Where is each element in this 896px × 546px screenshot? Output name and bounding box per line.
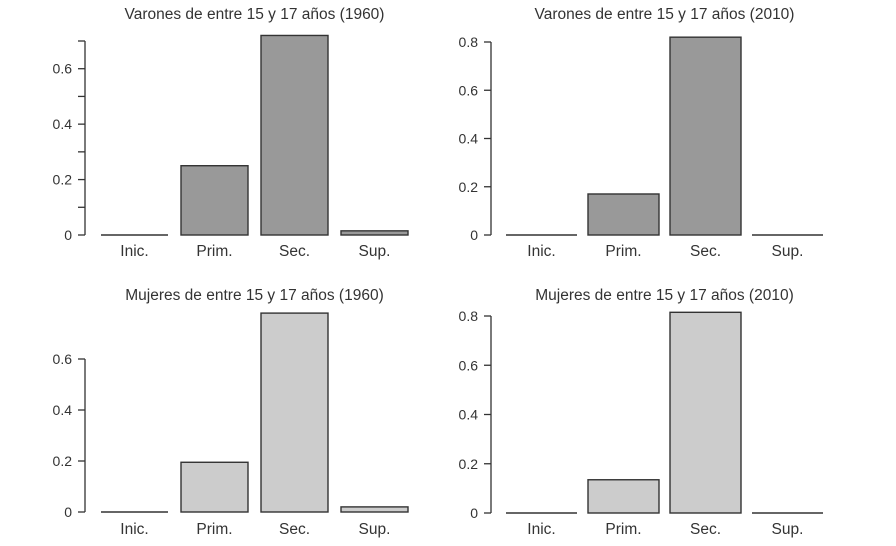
chart-mujeres-1960-plot: 0 0.2 0.4 0.6 Inic. Prim. Sec. Sup. — [53, 312, 409, 538]
category-label: Inic. — [527, 243, 555, 260]
y-tick-label: 0 — [64, 504, 72, 520]
bar-Prim — [587, 193, 660, 236]
y-tick-label: 0.2 — [53, 453, 73, 469]
y-tick-label: 0.8 — [459, 34, 479, 50]
y-tick-label: 0.6 — [53, 351, 73, 367]
y-tick-label: 0.4 — [53, 116, 73, 132]
category-label: Prim. — [196, 521, 232, 538]
y-tick-label: 0.8 — [459, 308, 479, 324]
chart-varones-2010: Varones de entre 15 y 17 años (2010) 0 0.… — [448, 0, 896, 273]
y-tick-label: 0.4 — [459, 131, 479, 147]
category-label: Sup. — [772, 521, 804, 538]
category-label: Sec. — [279, 521, 310, 538]
category-label: Sup. — [359, 521, 391, 538]
y-tick-label: 0.6 — [459, 82, 479, 98]
y-tick-label: 0.2 — [459, 179, 479, 195]
category-label: Sec. — [690, 243, 721, 260]
bar-Sec — [669, 311, 742, 514]
chart-mujeres-1960: Mujeres de entre 15 y 17 años (1960) 0 0.… — [0, 273, 448, 546]
y-tick-label: 0.2 — [459, 456, 479, 472]
bar-Prim — [180, 165, 249, 236]
y-tick-label: 0.6 — [53, 61, 73, 77]
category-label: Inic. — [120, 243, 148, 260]
chart-title: Mujeres de entre 15 y 17 años (2010) — [535, 287, 794, 304]
y-tick-label: 0 — [470, 505, 478, 521]
bar-Sec — [260, 34, 329, 236]
y-tick-label: 0.2 — [53, 172, 73, 188]
chart-varones-1960: Varones de entre 15 y 17 años (1960) 0 0.… — [0, 0, 448, 273]
bar-Sec — [669, 36, 742, 236]
chart-mujeres-2010-plot: 0 0.2 0.4 0.6 0.8 Inic. Prim. Sec. Sup. — [459, 308, 823, 538]
chart-varones-2010-plot: 0 0.2 0.4 0.6 0.8 Inic. Prim. Sec. Sup. — [459, 34, 823, 260]
bar-Sup — [340, 230, 409, 236]
y-tick-label: 0 — [470, 227, 478, 243]
category-label: Prim. — [605, 243, 641, 260]
chart-title: Varones de entre 15 y 17 años (2010) — [534, 6, 795, 23]
category-label: Sec. — [279, 243, 310, 260]
category-label: Sup. — [359, 243, 391, 260]
chart-title: Mujeres de entre 15 y 17 años (1960) — [125, 287, 384, 304]
category-label: Inic. — [527, 521, 555, 538]
chart-varones-1960-plot: 0 0.2 0.4 0.6 Inic. Prim. Sec. Sup. — [53, 34, 409, 260]
category-label: Sec. — [690, 521, 721, 538]
category-label: Prim. — [605, 521, 641, 538]
bar-Sup — [340, 506, 409, 513]
bar-Prim — [587, 479, 660, 514]
chart-title: Varones de entre 15 y 17 años (1960) — [124, 6, 385, 23]
y-tick-label: 0.4 — [459, 407, 479, 423]
category-label: Prim. — [196, 243, 232, 260]
y-tick-label: 0.6 — [459, 357, 479, 373]
y-tick-label: 0.4 — [53, 402, 73, 418]
bar-Prim — [180, 461, 249, 513]
category-label: Sup. — [772, 243, 804, 260]
y-tick-label: 0 — [64, 227, 72, 243]
category-label: Inic. — [120, 521, 148, 538]
bar-Sec — [260, 312, 329, 513]
chart-mujeres-2010: Mujeres de entre 15 y 17 años (2010) 0 0.… — [448, 273, 896, 546]
